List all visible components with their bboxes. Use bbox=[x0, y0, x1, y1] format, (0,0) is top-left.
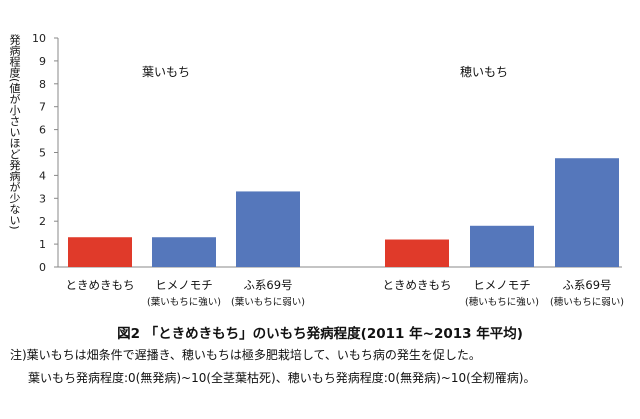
note-line-2: 葉いもち発病程度:0(無発病)~10(全茎葉枯死)、穂いもち発病程度:0(無発病… bbox=[28, 371, 536, 385]
y-tick-label: 2 bbox=[39, 215, 46, 228]
bar bbox=[236, 191, 300, 267]
y-tick-label: 4 bbox=[39, 169, 46, 182]
y-tick-label: 9 bbox=[39, 55, 46, 68]
bar bbox=[152, 237, 216, 267]
note-line-1: 注)葉いもちは畑条件で遅播き、穂いもちは極多肥栽培して、いもち病の発生を促した。 bbox=[10, 348, 481, 362]
y-tick-label: 10 bbox=[32, 32, 46, 45]
bar bbox=[470, 225, 534, 267]
category-label: ヒメノモチ bbox=[473, 278, 531, 292]
category-sublabel: (葉いもちに弱い) bbox=[231, 296, 305, 308]
figure-caption: 図2 「ときめきもち」のいもち発病程度(2011 年~2013 年平均) bbox=[117, 326, 523, 342]
y-tick-label: 0 bbox=[39, 261, 46, 274]
y-tick-label: 7 bbox=[39, 101, 46, 114]
category-label: ときめきもち bbox=[66, 278, 135, 292]
bar bbox=[385, 239, 449, 267]
category-label: ふ系69号 bbox=[243, 278, 292, 292]
category-sublabel: (穂いもちに強い) bbox=[465, 296, 539, 308]
category-label: ときめきもち bbox=[383, 278, 452, 292]
y-tick-label: 1 bbox=[39, 238, 46, 251]
y-tick-label: 6 bbox=[39, 124, 46, 137]
y-tick-label: 5 bbox=[39, 147, 46, 160]
bars bbox=[68, 158, 619, 267]
y-axis-label: 発病程度(値が小さいほど発病が少ない) bbox=[8, 34, 21, 230]
bar bbox=[68, 237, 132, 267]
y-tick-label: 3 bbox=[39, 192, 46, 205]
category-sublabel: (穂いもちに弱い) bbox=[550, 296, 624, 308]
category-label: ヒメノモチ bbox=[155, 278, 213, 292]
bar bbox=[555, 158, 619, 267]
category-label: ふ系69号 bbox=[562, 278, 611, 292]
group-label: 穂いもち bbox=[460, 65, 508, 79]
group-label: 葉いもち bbox=[142, 65, 190, 79]
category-sublabel: (葉いもちに強い) bbox=[147, 296, 221, 308]
y-tick-label: 8 bbox=[39, 78, 46, 91]
